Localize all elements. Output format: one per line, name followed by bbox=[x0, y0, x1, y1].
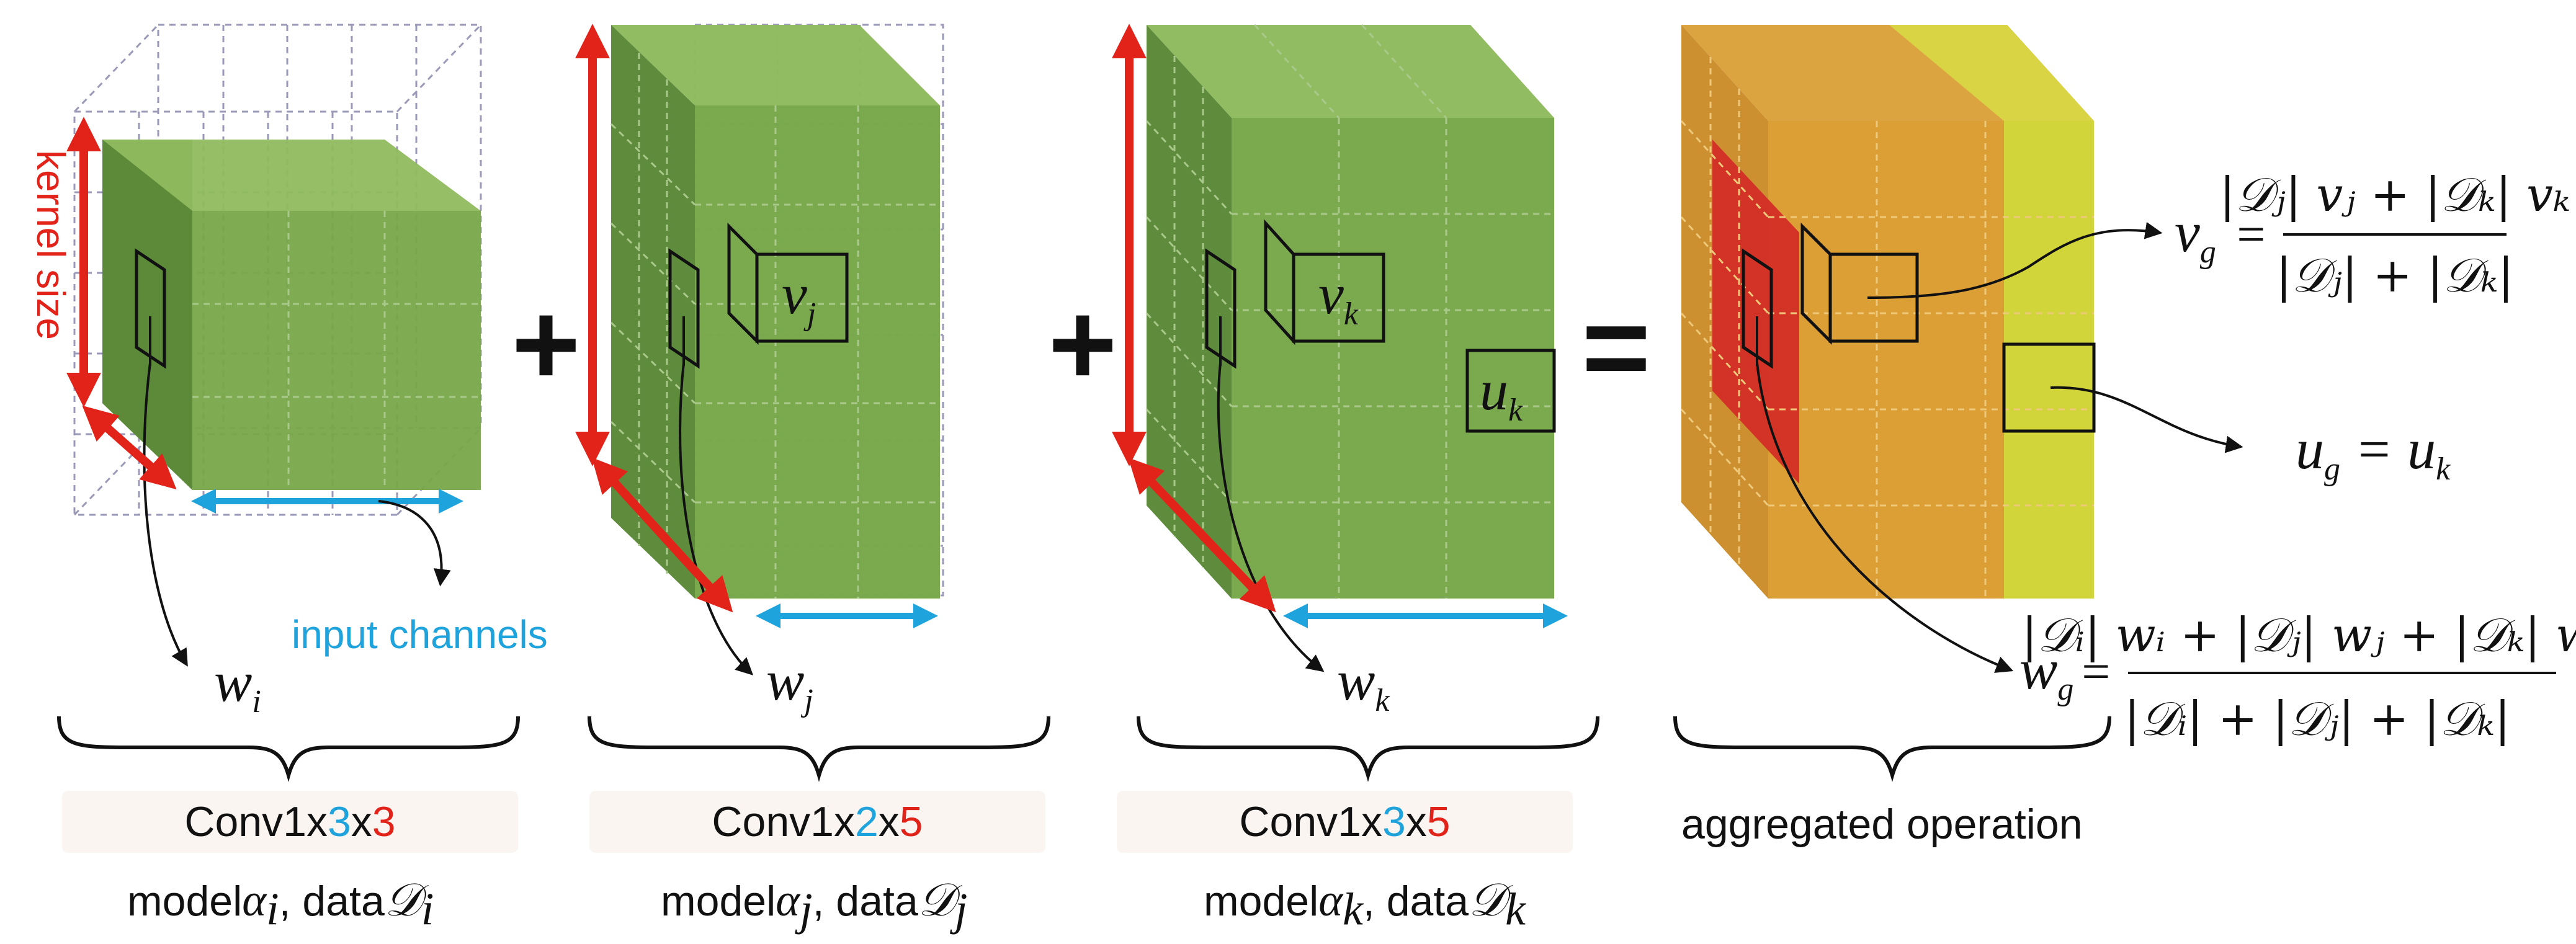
plus-operator-1: + bbox=[512, 278, 581, 410]
model-k-cube-top-face bbox=[1147, 25, 1554, 118]
model-k-u-symbol: uk bbox=[1480, 358, 1523, 428]
wg-formula: wg = |𝒟ᵢ| wᵢ + |𝒟ⱼ| wⱼ + |𝒟ₖ| wₖ |𝒟ᵢ| + … bbox=[2019, 607, 2576, 746]
model-i-cube-group bbox=[66, 24, 482, 667]
model-j-cube-left-face bbox=[611, 25, 695, 599]
svg-text:ug = uk: ug = uk bbox=[2296, 417, 2451, 487]
input-channels-curve-arrow bbox=[378, 500, 451, 587]
brace-model-k bbox=[1137, 716, 1599, 782]
aggregated-front-orange bbox=[1768, 121, 2004, 599]
model-k-weight-patch bbox=[1205, 248, 1237, 369]
ug-formula: ug = uk bbox=[2296, 417, 2451, 487]
aggregated-v-patch bbox=[1828, 252, 1919, 343]
aggregated-v-arrow bbox=[1867, 221, 2163, 299]
input-channels-label: input channels bbox=[292, 612, 548, 657]
model-j-cube-group bbox=[575, 24, 944, 675]
svg-text:wg: wg bbox=[2019, 638, 2073, 707]
kernel-size-diagonal-arrow bbox=[82, 405, 177, 490]
op-label-model-k: Conv1x3x5 bbox=[1117, 791, 1573, 853]
aggregated-w-patch bbox=[1742, 248, 1773, 369]
model-i-weight-patch bbox=[135, 248, 166, 369]
aggregated-u-arrow bbox=[2050, 386, 2243, 453]
kernel-size-label: kernel size bbox=[29, 150, 73, 340]
svg-text:vg: vg bbox=[2175, 200, 2216, 270]
caption-model-i: modelαi, data𝒟i bbox=[127, 875, 434, 935]
model-i-weight-symbol: wi bbox=[214, 650, 261, 719]
braces bbox=[57, 716, 2111, 782]
model-k-weight-symbol: wk bbox=[1337, 649, 1390, 718]
wg-numerator: |𝒟ᵢ| wᵢ + |𝒟ⱼ| wⱼ + |𝒟ₖ| wₖ bbox=[2021, 607, 2576, 662]
caption-model-j: modelαj, data𝒟j bbox=[661, 875, 968, 935]
aggregated-grid bbox=[1680, 57, 2094, 599]
model-k-v-patch bbox=[1292, 252, 1385, 343]
wg-denominator: |𝒟ᵢ| + |𝒟ⱼ| + |𝒟ₖ| bbox=[2124, 691, 2511, 746]
aggregated-u-patch bbox=[2002, 342, 2096, 433]
model-k-v-symbol: vk bbox=[1318, 262, 1359, 332]
model-k-kernel-diagonal-arrow bbox=[1128, 457, 1276, 613]
aggregated-operation-label: aggregated operation bbox=[1681, 801, 2083, 848]
model-j-kernel-diagonal-arrow bbox=[591, 457, 733, 613]
model-j-cube-front bbox=[695, 105, 940, 599]
op-label-model-j: Conv1x2x5 bbox=[589, 791, 1045, 853]
model-j-v-patch bbox=[755, 252, 849, 343]
aggregated-red-region bbox=[1712, 140, 1799, 484]
op-label-model-i: Conv1x3x3 bbox=[62, 791, 518, 853]
aggregated-front-yellow bbox=[2004, 121, 2094, 599]
model-j-cube-top-face bbox=[611, 25, 940, 105]
model-i-cube-top-face bbox=[102, 140, 481, 211]
model-j-weight-symbol: wj bbox=[766, 649, 813, 718]
model-k-cube-group bbox=[1112, 24, 1568, 672]
vg-numerator: |𝒟ⱼ| vⱼ + |𝒟ₖ| vₖ bbox=[2219, 167, 2570, 222]
model-i-cube-front bbox=[192, 211, 481, 490]
model-i-cube-left-face bbox=[102, 140, 192, 490]
equals-operator: = bbox=[1582, 282, 1651, 413]
vg-denominator: |𝒟ⱼ| + |𝒟ₖ| bbox=[2276, 247, 2514, 303]
caption-model-k: modelαk, data𝒟k bbox=[1204, 875, 1526, 935]
svg-text:=: = bbox=[2234, 206, 2268, 262]
model-i-cube-grid bbox=[192, 211, 481, 490]
plus-operator-2: + bbox=[1049, 278, 1117, 410]
vg-formula: vg = |𝒟ⱼ| vⱼ + |𝒟ₖ| vₖ |𝒟ⱼ| + |𝒟ₖ| bbox=[2175, 167, 2570, 303]
brace-model-i bbox=[57, 716, 520, 782]
model-k-cube-left-face bbox=[1147, 25, 1232, 599]
aggregated-top-yellow bbox=[1889, 25, 2094, 121]
brace-model-j bbox=[588, 716, 1050, 782]
model-k-u-patch bbox=[1465, 349, 1556, 433]
aggregated-cube-group bbox=[1680, 25, 2243, 673]
aggregated-w-arrow bbox=[1756, 362, 2014, 673]
model-j-weight-patch bbox=[668, 248, 700, 369]
brace-aggregated bbox=[1673, 716, 2111, 782]
model-k-cube-front bbox=[1232, 118, 1554, 599]
model-j-v-symbol: vj bbox=[782, 262, 816, 332]
svg-text:=: = bbox=[2078, 643, 2113, 700]
